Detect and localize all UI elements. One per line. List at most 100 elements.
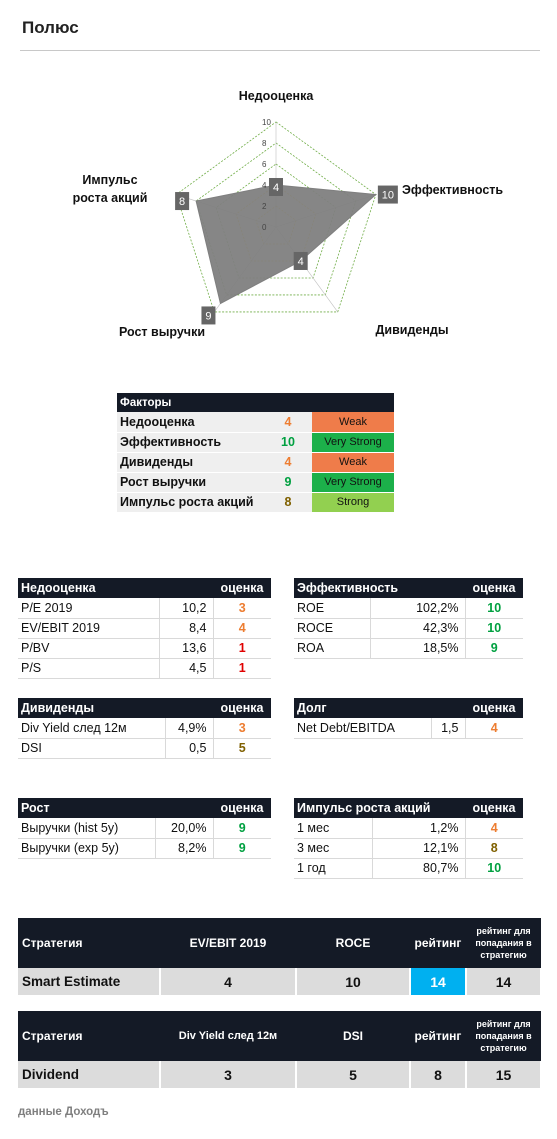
factor-score: 10 (264, 432, 312, 453)
data-source-note: данные Доходъ (18, 1106, 109, 1118)
metric-score: 4 (465, 718, 523, 739)
metric-name: P/BV (18, 638, 160, 659)
factor-score: 4 (264, 412, 312, 433)
radar-value-label: 10 (382, 190, 394, 202)
radar-tick-label: 8 (262, 139, 267, 148)
metric-score: 10 (465, 618, 523, 639)
metric-value: 4,5 (159, 658, 214, 679)
momentum-header: Импульс роста акций (294, 798, 465, 818)
metric-score: 9 (213, 818, 271, 839)
strategy-value-a: 3 (160, 1061, 297, 1088)
factor-row: Импульс роста акций 8 Strong (117, 492, 394, 513)
strategy-name: Smart Estimate (18, 968, 161, 995)
metric-value: 10,2 (159, 598, 214, 619)
factor-row: Дивиденды 4 Weak (117, 452, 394, 473)
metric-row: ROE 102,2% 10 (294, 598, 523, 619)
metric-name: DSI (18, 738, 166, 759)
efficiency-table: Эффективность оценка ROE 102,2% 10 ROCE 42,3… (294, 578, 523, 659)
radar-axis-label: Недооценка (239, 89, 315, 103)
factors-table: Факторы Недооценка 4 Weak Эффективность 10 Ve… (117, 393, 394, 513)
metric-value: 13,6 (159, 638, 214, 659)
metric-row: Выручки (exp 5y) 8,2% 9 (18, 838, 271, 859)
efficiency-header: Эффективность (294, 578, 465, 598)
col-threshold: рейтинг для попадания в стратегию (466, 918, 541, 968)
metric-value: 0,5 (165, 738, 214, 759)
metric-score: 10 (465, 598, 523, 619)
metric-row: Div Yield след 12м 4,9% 3 (18, 718, 271, 739)
factor-score: 8 (264, 492, 312, 513)
score-header: оценка (213, 698, 271, 718)
strategy-value-a: 4 (160, 968, 297, 995)
metric-row: 3 мес 12,1% 8 (294, 838, 523, 859)
metric-value: 8,2% (155, 838, 214, 859)
factor-strength-badge: Very Strong (312, 472, 394, 493)
metric-value: 1,2% (372, 818, 466, 839)
col-strategy: Стратегия (18, 1011, 160, 1061)
metric-score: 3 (213, 598, 271, 619)
growth-header: Рост (18, 798, 213, 818)
factor-name: Импульс роста акций (117, 492, 264, 513)
radar-axis-label: Дивиденды (375, 323, 448, 337)
factor-strength-badge: Weak (312, 452, 394, 473)
radar-axis-label: Импульс (82, 173, 137, 187)
momentum-table: Импульс роста акций оценка 1 мес 1,2% 4 3 м… (294, 798, 523, 879)
metric-name: Net Debt/EBITDA (294, 718, 433, 739)
radar-value-label: 8 (179, 196, 185, 208)
strategy-smart-estimate-table: Стратегия EV/EBIT 2019 ROCE рейтинг рейт… (18, 918, 542, 995)
metric-row: ROA 18,5% 9 (294, 638, 523, 659)
metric-score: 10 (465, 858, 523, 879)
factor-strength-badge: Strong (312, 492, 394, 513)
metric-score: 1 (213, 638, 271, 659)
col-threshold: рейтинг для попадания в стратегию (466, 1011, 541, 1061)
dividends-table: Дивиденды оценка Div Yield след 12м 4,9% 3… (18, 698, 271, 759)
metric-name: 1 мес (294, 818, 373, 839)
metric-value: 12,1% (372, 838, 466, 859)
undervaluation-table: Недооценка оценка P/E 2019 10,2 3 EV/EBIT 2… (18, 578, 271, 679)
strategy-name: Dividend (18, 1061, 161, 1088)
debt-table: Долг оценка Net Debt/EBITDA 1,5 4 (294, 698, 523, 739)
metric-value: 80,7% (372, 858, 466, 879)
score-header: оценка (465, 578, 523, 598)
strategy-dividend-table: Стратегия Div Yield след 12м DSI рейтинг… (18, 1011, 542, 1088)
metric-score: 5 (213, 738, 271, 759)
metric-value: 4,9% (165, 718, 214, 739)
factor-row: Рост выручки 9 Very Strong (117, 472, 394, 493)
metric-name: Div Yield след 12м (18, 718, 166, 739)
metric-name: P/S (18, 658, 160, 679)
radar-tick-label: 0 (262, 223, 267, 232)
score-header: оценка (465, 698, 523, 718)
metric-name: EV/EBIT 2019 (18, 618, 160, 639)
metric-score: 9 (465, 638, 523, 659)
radar-value-box (377, 185, 398, 204)
factor-name: Недооценка (117, 412, 264, 433)
radar-value-label: 4 (298, 256, 304, 268)
radar-value-label: 9 (205, 310, 211, 322)
debt-header: Долг (294, 698, 465, 718)
score-header: оценка (465, 798, 523, 818)
radar-axis-label: Рост выручки (119, 325, 205, 339)
col-dsi: DSI (296, 1011, 410, 1061)
metric-value: 18,5% (370, 638, 466, 659)
radar-axis-label: роста акций (73, 191, 148, 205)
factor-strength-badge: Very Strong (312, 432, 394, 453)
growth-table: Рост оценка Выручки (hist 5y) 20,0% 9 Выруч… (18, 798, 271, 859)
strategy-threshold: 15 (466, 1061, 542, 1088)
metric-name: Выручки (exp 5y) (18, 838, 156, 859)
metric-row: P/S 4,5 1 (18, 658, 271, 679)
metric-name: 1 год (294, 858, 373, 879)
radar-value-label: 4 (273, 182, 279, 194)
radar-value-box (293, 251, 308, 270)
factor-name: Дивиденды (117, 452, 264, 473)
metric-value: 20,0% (155, 818, 214, 839)
metric-value: 8,4 (159, 618, 214, 639)
factors-header: Факторы (117, 393, 394, 412)
strategy-threshold: 14 (466, 968, 542, 995)
radar-value-box (201, 306, 216, 325)
metric-score: 8 (465, 838, 523, 859)
score-header: оценка (213, 578, 271, 598)
radar-value-box (269, 178, 283, 196)
metric-row: P/BV 13,6 1 (18, 638, 271, 659)
radar-tick-label: 10 (262, 118, 271, 127)
metric-name: P/E 2019 (18, 598, 160, 619)
radar-value-box (175, 192, 190, 211)
